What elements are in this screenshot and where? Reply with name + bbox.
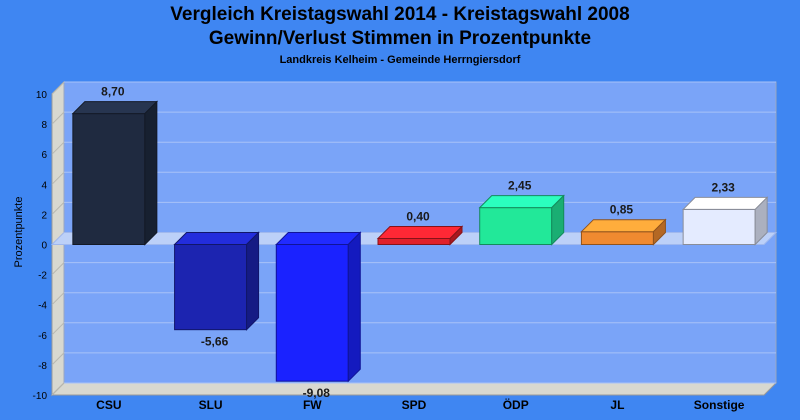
bar-side — [449, 225, 463, 246]
x-tick-label: JL — [610, 398, 624, 412]
gridline-side — [51, 382, 65, 396]
x-tick-label: SLU — [199, 398, 223, 412]
bar-top — [71, 101, 159, 115]
data-label: 8,70 — [101, 85, 125, 99]
bar-top — [376, 225, 464, 239]
y-tick-label: 6 — [41, 150, 47, 161]
chart-title: Vergleich Kreistagswahl 2014 - Kreistags… — [170, 4, 630, 25]
bar-slu: -5,66 SLU — [173, 231, 260, 412]
x-tick-label: ÖDP — [503, 397, 529, 412]
bar-front — [377, 237, 451, 245]
bar-spd: 0,40 SPD — [376, 209, 464, 412]
gridline-side — [51, 322, 65, 336]
bar-jl: 0,85 JL — [580, 203, 667, 412]
y-tick-label: 0 — [41, 241, 47, 252]
x-tick-label: Sonstige — [694, 398, 745, 412]
bar-csu: 8,70 CSU — [71, 85, 159, 412]
y-tick-label: 10 — [36, 90, 48, 101]
gridline-side — [51, 171, 65, 185]
data-label: 0,85 — [610, 203, 634, 217]
chart-subtitle: Landkreis Kelheim - Gemeinde Herrngiersd… — [279, 54, 521, 66]
bar-top — [275, 232, 362, 245]
bar-side — [754, 196, 768, 246]
bar-front — [580, 231, 654, 246]
bar-front — [479, 207, 553, 246]
y-tick-label: 4 — [41, 180, 47, 191]
bar-front — [174, 244, 248, 331]
gridline-side — [51, 352, 65, 366]
bar-sonstige: 2,33 Sonstige — [681, 180, 769, 412]
bar-top — [478, 195, 565, 209]
gridline-side — [51, 81, 65, 95]
bar-top — [173, 232, 260, 245]
y-axis-label: Prozentpunkte — [13, 197, 25, 268]
y-tick-label: 2 — [41, 210, 47, 221]
bar-front — [682, 208, 756, 246]
bar-side — [347, 231, 361, 383]
y-tick-label: -10 — [33, 391, 48, 402]
data-label: 2,33 — [711, 180, 735, 194]
bar-front — [72, 113, 146, 245]
gridline-side — [51, 292, 65, 306]
data-label: 2,45 — [508, 179, 532, 193]
x-tick-label: CSU — [96, 398, 121, 412]
y-tick-label: -2 — [38, 271, 47, 282]
gridline-side — [51, 111, 65, 125]
bar-top — [580, 219, 667, 233]
data-label: -9,08 — [303, 386, 331, 400]
bar-top — [681, 196, 769, 210]
chart-title-line2: Gewinn/Verlust Stimmen in Prozentpunkte — [208, 28, 592, 49]
bar-side — [246, 231, 260, 331]
y-tick-label: -4 — [38, 301, 47, 312]
bar-front — [275, 244, 349, 382]
gridline-side — [51, 202, 65, 215]
floor — [50, 382, 778, 396]
y-tick-label: 8 — [41, 120, 47, 131]
gridline-side — [51, 262, 65, 275]
bar-side — [551, 194, 565, 246]
y-tick-label: -6 — [38, 331, 47, 342]
bar-side — [652, 218, 666, 246]
data-label: 0,40 — [406, 209, 430, 223]
bar-ödp: 2,45 ÖDP — [478, 179, 565, 412]
bar-side — [144, 100, 158, 246]
gridline-side — [51, 141, 65, 155]
x-tick-label: FW — [303, 398, 322, 412]
x-tick-label: SPD — [402, 398, 427, 412]
data-label: -5,66 — [201, 335, 229, 349]
y-tick-label: -8 — [38, 361, 47, 372]
